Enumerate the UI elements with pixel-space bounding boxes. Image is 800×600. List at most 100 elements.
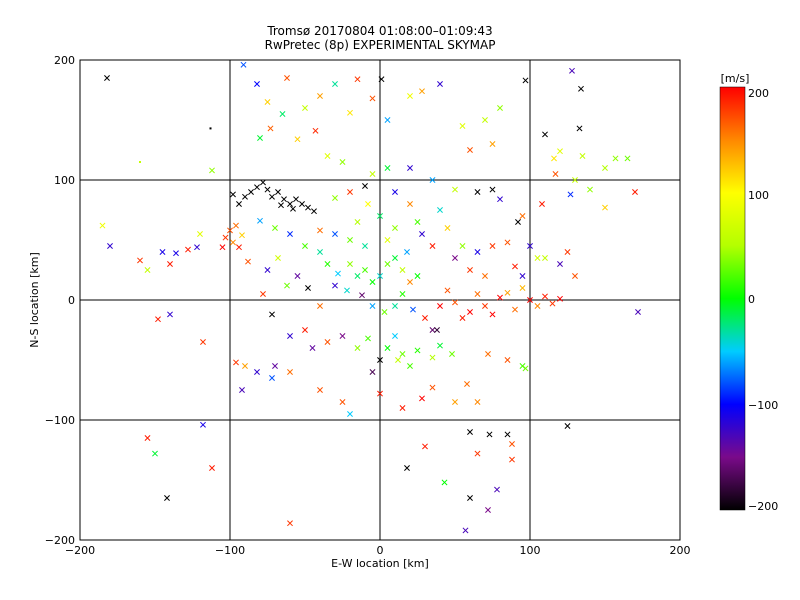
data-point-x (362, 183, 368, 189)
data-point-x (377, 213, 383, 219)
data-point-x (144, 267, 151, 273)
data-point-x (347, 237, 353, 243)
data-point-x (474, 450, 481, 457)
data-point-x (381, 309, 388, 315)
data-point-x (354, 219, 361, 225)
data-point-x (572, 273, 578, 279)
data-point-x (332, 231, 338, 237)
data-point-x (437, 342, 443, 349)
data-point-x (347, 109, 353, 116)
data-point-x (489, 311, 496, 318)
data-point-x (504, 357, 511, 363)
data-point-x (317, 249, 323, 255)
data-point-x (254, 81, 260, 87)
data-point-x (497, 294, 503, 301)
data-point-x (236, 201, 242, 207)
data-point-x (209, 465, 215, 471)
data-point-x (542, 293, 548, 300)
data-point-x (429, 243, 436, 249)
data-point-x (578, 85, 584, 92)
data-point-x (317, 387, 323, 393)
data-point-x (242, 363, 248, 369)
data-point-x (236, 244, 242, 251)
chart-title: Tromsø 20170804 01:08:00–01:09:43 (267, 24, 493, 38)
data-point-x (362, 243, 368, 249)
data-point-x (254, 184, 260, 191)
data-point-x (365, 201, 371, 207)
data-point-x (257, 135, 263, 141)
y-tick-label: 100 (54, 174, 75, 187)
data-point-x (294, 273, 301, 279)
data-point-x (369, 95, 376, 102)
data-point-x (260, 179, 266, 186)
data-point-x (200, 339, 206, 345)
data-point-x (354, 345, 361, 351)
data-point-x (144, 435, 151, 441)
data-point-x (489, 243, 496, 249)
data-point-x (422, 315, 428, 321)
data-point-x (347, 261, 353, 267)
data-point-x (257, 217, 263, 224)
data-point-x (467, 309, 473, 315)
data-point-x (462, 527, 469, 534)
data-point-x (264, 99, 271, 105)
x-tick-label: −200 (65, 544, 95, 557)
data-point-x (167, 261, 173, 267)
data-point-x (482, 303, 488, 309)
data-point-x (287, 231, 293, 237)
data-point-x (452, 399, 458, 405)
data-point-x (437, 303, 443, 309)
data-point-x (227, 227, 233, 234)
data-point-x (444, 287, 451, 294)
data-point-x (504, 289, 511, 296)
data-point-x (557, 261, 563, 267)
data-point-x (164, 495, 170, 501)
data-point-x (509, 441, 515, 447)
data-point-x (624, 155, 631, 162)
data-point-x (324, 153, 331, 159)
data-point-x (509, 456, 515, 463)
data-point-x (278, 202, 284, 209)
data-point-x (474, 249, 481, 255)
data-point-x (317, 227, 323, 234)
data-point-x (305, 285, 311, 291)
data-point-x (275, 255, 281, 261)
data-point-x (441, 479, 448, 486)
data-point-x (369, 369, 376, 375)
data-point-x (137, 257, 143, 264)
data-point-dot (139, 161, 141, 163)
data-point-x (567, 191, 574, 198)
data-point-x (419, 395, 425, 402)
data-point-x (287, 369, 293, 375)
data-point-x (612, 155, 619, 162)
data-point-x (419, 231, 425, 237)
data-point-x (452, 186, 458, 193)
x-axis-label: E-W location [km] (331, 557, 429, 570)
data-point-x (452, 299, 458, 306)
data-point-x (299, 201, 305, 207)
data-point-x (332, 282, 338, 289)
data-point-x (362, 267, 368, 273)
data-point-x (437, 81, 443, 87)
data-point-x (557, 148, 563, 155)
data-point-x (305, 204, 311, 211)
data-point-x (317, 303, 323, 309)
data-point-x (399, 351, 406, 357)
data-point-x (369, 279, 376, 285)
data-point-x (173, 250, 179, 257)
data-point-x (302, 327, 308, 333)
data-point-x (339, 333, 346, 339)
data-point-x (344, 287, 350, 294)
data-point-x (404, 249, 410, 255)
data-point-x (377, 273, 383, 279)
chart-subtitle: RwPretec (8p) EXPERIMENTAL SKYMAP (264, 38, 496, 52)
data-point-x (384, 345, 391, 351)
data-point-x (429, 354, 436, 361)
data-point-x (494, 486, 500, 493)
data-point-x (464, 381, 470, 387)
data-point-dot (209, 127, 212, 130)
y-axis-label: N-S location [km] (28, 252, 41, 348)
data-point-x (485, 351, 491, 357)
colorbar-tick-label: −100 (748, 399, 778, 412)
data-point-x (527, 297, 533, 303)
